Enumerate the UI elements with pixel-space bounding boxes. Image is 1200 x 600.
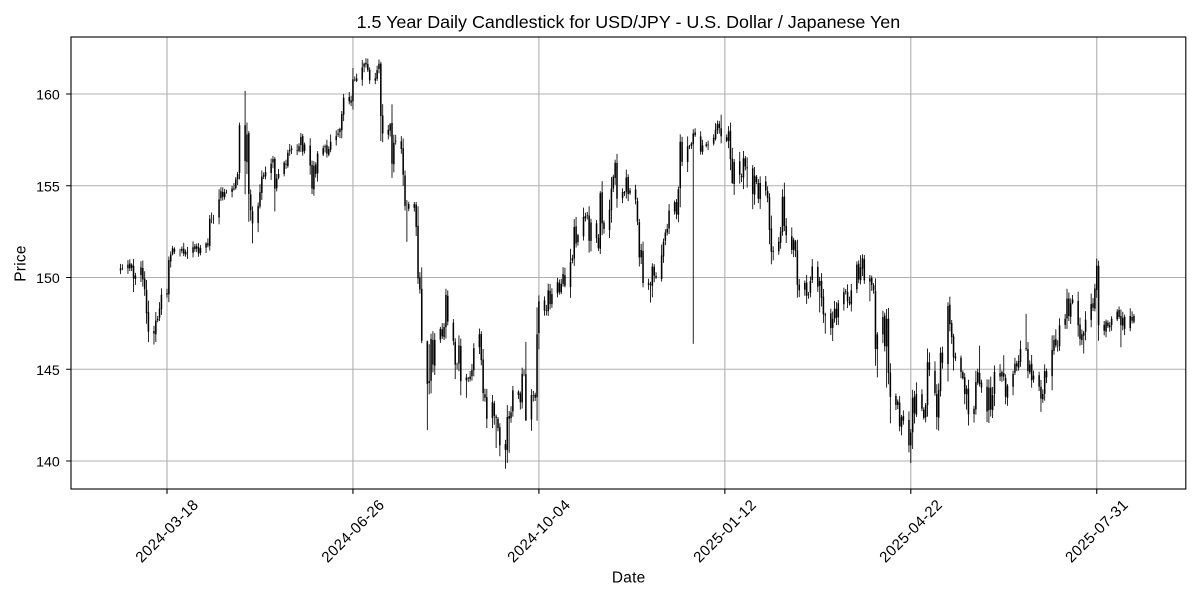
svg-text:150: 150: [36, 271, 60, 287]
svg-text:145: 145: [36, 363, 60, 379]
svg-text:140: 140: [36, 455, 60, 471]
svg-text:Price: Price: [13, 245, 30, 282]
svg-text:155: 155: [36, 179, 60, 195]
svg-text:1.5 Year Daily Candlestick for: 1.5 Year Daily Candlestick for USD/JPY -…: [357, 12, 901, 32]
svg-text:160: 160: [36, 88, 60, 104]
svg-text:Date: Date: [612, 570, 646, 587]
